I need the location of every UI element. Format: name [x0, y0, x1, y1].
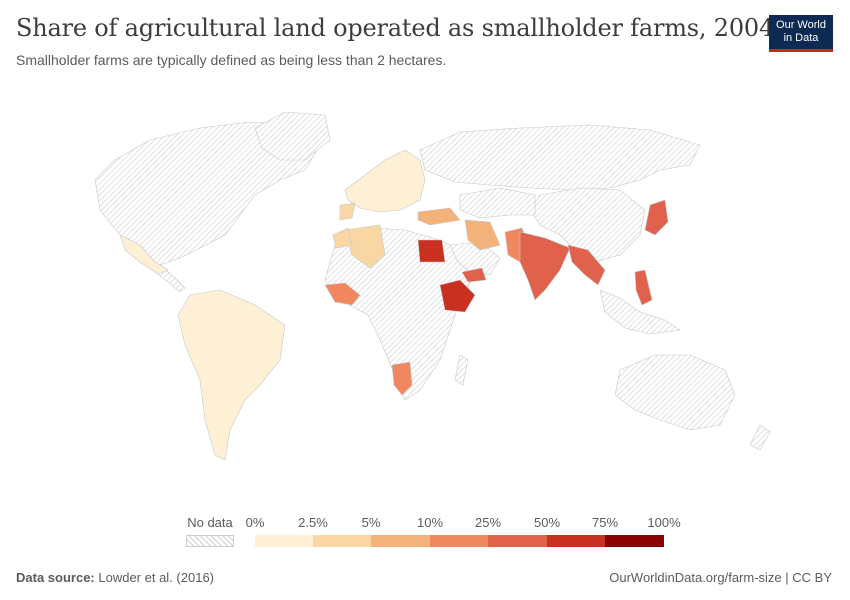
color-legend: No data 0% 2.5% 5% 10% 25% 50% 75% 100% [180, 515, 681, 555]
data-source-label: Data source: [16, 570, 95, 585]
region-spain-portugal[interactable] [339, 202, 356, 221]
region-bangladesh-myanmar[interactable] [567, 244, 606, 286]
legend-tick-50: 50% [533, 515, 561, 530]
legend-tick-75: 75% [591, 515, 619, 530]
region-ethiopia[interactable] [439, 279, 476, 313]
chart-subtitle: Smallholder farms are typically defined … [16, 52, 447, 68]
legend-tick-100: 100% [647, 515, 681, 530]
region-africa-west-north[interactable] [324, 227, 476, 401]
legend-swatch-25-50 [488, 535, 547, 547]
legend-swatch-50-75 [547, 535, 605, 547]
region-egypt[interactable] [417, 239, 446, 263]
legend-no-data-label: No data [187, 515, 233, 530]
world-map[interactable] [0, 100, 850, 500]
region-namibia[interactable] [391, 361, 413, 396]
region-southeast-asia[interactable] [599, 289, 681, 335]
logo-line-2: in Data [783, 32, 819, 44]
region-morocco[interactable] [332, 227, 353, 249]
chart-title: Share of agricultural land operated as s… [16, 14, 775, 42]
region-south-america[interactable] [177, 289, 286, 461]
region-philippines[interactable] [634, 269, 653, 306]
region-madagascar[interactable] [454, 354, 469, 386]
region-china-mongolia[interactable] [529, 187, 646, 263]
legend-tick-25: 25% [474, 515, 502, 530]
region-turkey[interactable] [417, 207, 461, 226]
region-europe[interactable] [344, 149, 426, 213]
region-mexico[interactable] [119, 234, 169, 275]
region-west-africa[interactable] [324, 282, 361, 306]
region-australia[interactable] [614, 354, 736, 431]
region-new-zealand[interactable] [749, 424, 771, 451]
owid-logo[interactable]: Our World in Data [769, 15, 833, 52]
region-central-asia[interactable] [459, 187, 536, 219]
region-india[interactable] [519, 231, 571, 301]
legend-swatch-75-100 [605, 535, 664, 547]
data-source: Data source: Lowder et al. (2016) [16, 570, 214, 585]
region-japan[interactable] [644, 199, 669, 236]
data-source-value[interactable]: Lowder et al. (2016) [98, 570, 214, 585]
legend-tick-5: 5% [361, 515, 381, 530]
legend-swatch-0-2-5 [255, 535, 313, 547]
legend-swatch-2-5-5 [313, 535, 371, 547]
legend-tick-2-5: 2.5% [298, 515, 328, 530]
region-algeria[interactable] [344, 224, 386, 269]
footer-url[interactable]: OurWorldinData.org/farm-size | CC BY [609, 570, 832, 585]
region-yemen[interactable] [461, 267, 487, 283]
region-iran[interactable] [464, 219, 501, 251]
legend-swatch-5-10 [371, 535, 430, 547]
legend-tick-10: 10% [416, 515, 444, 530]
legend-no-data-swatch [186, 535, 234, 547]
logo-line-1: Our World [776, 19, 826, 31]
region-greenland[interactable] [254, 111, 331, 161]
region-russia[interactable] [419, 124, 701, 191]
legend-tick-0: 0% [245, 515, 265, 530]
legend-swatch-10-25 [430, 535, 488, 547]
